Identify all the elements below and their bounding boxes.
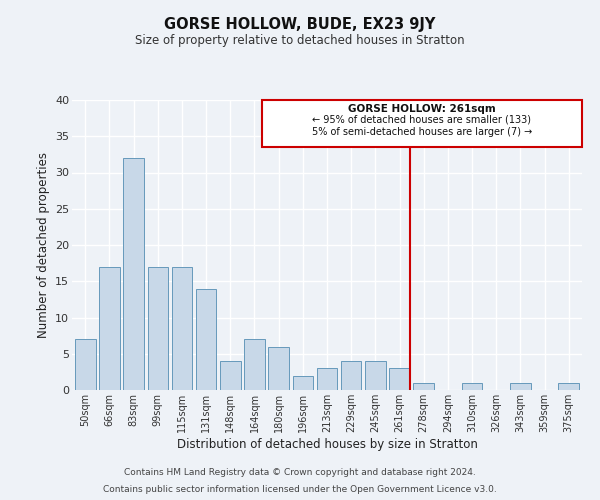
Text: Contains HM Land Registry data © Crown copyright and database right 2024.: Contains HM Land Registry data © Crown c… <box>124 468 476 477</box>
Bar <box>99 267 120 390</box>
Bar <box>462 383 482 390</box>
Bar <box>244 339 265 390</box>
Bar <box>510 383 530 390</box>
Text: ← 95% of detached houses are smaller (133): ← 95% of detached houses are smaller (13… <box>313 114 532 124</box>
Bar <box>172 267 192 390</box>
Bar <box>293 376 313 390</box>
Bar <box>317 368 337 390</box>
Y-axis label: Number of detached properties: Number of detached properties <box>37 152 50 338</box>
Text: GORSE HOLLOW: 261sqm: GORSE HOLLOW: 261sqm <box>348 104 496 114</box>
Bar <box>365 361 386 390</box>
Bar <box>124 158 144 390</box>
X-axis label: Distribution of detached houses by size in Stratton: Distribution of detached houses by size … <box>176 438 478 450</box>
Bar <box>148 267 168 390</box>
Bar <box>220 361 241 390</box>
Text: Size of property relative to detached houses in Stratton: Size of property relative to detached ho… <box>135 34 465 47</box>
Bar <box>75 339 95 390</box>
Bar <box>341 361 361 390</box>
Bar <box>413 383 434 390</box>
Bar <box>196 288 217 390</box>
Text: 5% of semi-detached houses are larger (7) →: 5% of semi-detached houses are larger (7… <box>312 127 532 137</box>
Bar <box>559 383 579 390</box>
Text: GORSE HOLLOW, BUDE, EX23 9JY: GORSE HOLLOW, BUDE, EX23 9JY <box>164 18 436 32</box>
Bar <box>268 346 289 390</box>
Text: Contains public sector information licensed under the Open Government Licence v3: Contains public sector information licen… <box>103 484 497 494</box>
Bar <box>389 368 410 390</box>
FancyBboxPatch shape <box>262 100 582 147</box>
